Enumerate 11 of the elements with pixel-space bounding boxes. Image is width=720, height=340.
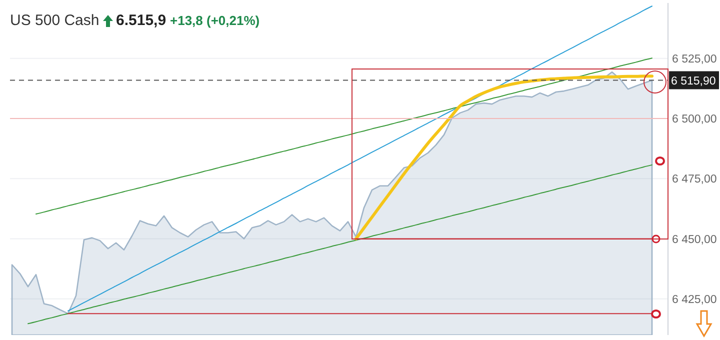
y-tick-label: 6 450,00 — [672, 234, 717, 246]
annotation: +13,8 (+0,21%) — [170, 13, 260, 28]
y-tick-label: 6 525,00 — [672, 53, 717, 66]
y-tick-label: 6 425,00 — [672, 294, 717, 306]
y-tick-label: 6 500,00 — [672, 114, 717, 126]
line-series — [28, 164, 652, 324]
annotation: 6.515,9 — [116, 12, 166, 29]
text: US 500 Cash — [10, 12, 100, 29]
line-series — [36, 58, 652, 214]
ref-line-label: 6 515,90 — [671, 75, 716, 88]
y-tick-label: 6 475,00 — [672, 174, 717, 186]
